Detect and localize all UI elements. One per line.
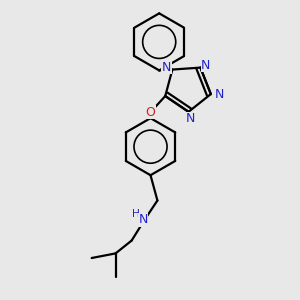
Text: H: H (132, 209, 140, 219)
Text: N: N (139, 213, 148, 226)
Text: N: N (162, 61, 171, 74)
Text: N: N (201, 59, 211, 72)
Text: N: N (214, 88, 224, 100)
Text: O: O (146, 106, 155, 119)
Text: N: N (186, 112, 196, 125)
